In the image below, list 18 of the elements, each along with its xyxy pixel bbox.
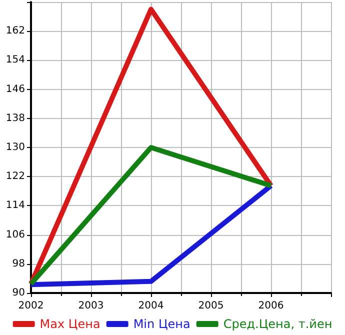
y-tick-label: 98 [12,258,25,270]
y-tick-label: 114 [6,200,25,212]
x-tick-label: 2002 [18,300,44,312]
x-tick-label: 2006 [258,300,284,312]
y-tick-label: 146 [6,84,25,95]
legend-label: Min Цена [133,317,190,331]
y-tick-label: 106 [6,229,25,240]
x-tick-label: 2003 [78,300,104,312]
legend-label: Max Цена [40,317,100,331]
y-tick-label: 162 [6,26,25,37]
y-tick-label: 90 [12,288,25,298]
y-tick-label: 130 [6,142,25,153]
y-tick-label: 138 [6,112,25,124]
x-tick-label: 2004 [138,300,164,312]
x-tick-label: 2005 [198,300,224,312]
legend-label: Сред.Цена, т.йен [223,317,332,331]
y-tick-label: 122 [6,171,25,182]
y-tick-label: 154 [6,54,25,66]
